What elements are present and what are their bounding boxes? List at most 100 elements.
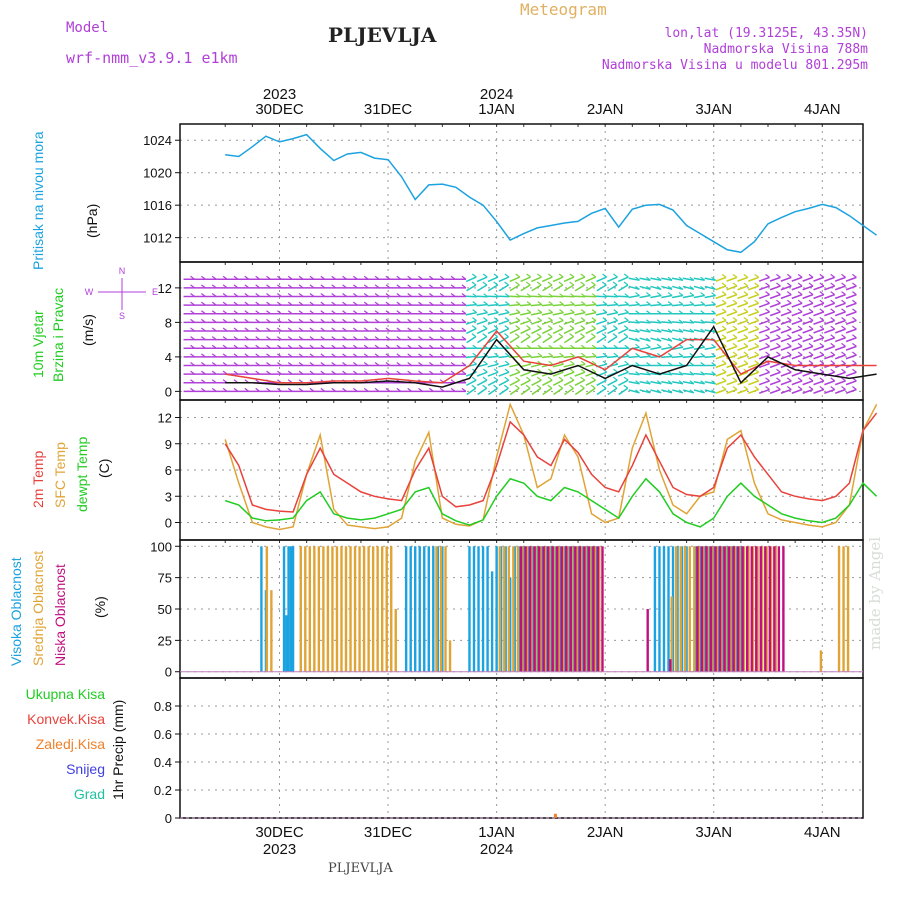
wind-barb [693, 355, 705, 359]
wind-barb-head [320, 301, 326, 306]
wind-barb-head [374, 275, 380, 280]
wind-barb-head [525, 384, 531, 389]
cloud-bar-srednja [842, 546, 845, 672]
wind-barb-head [201, 275, 206, 280]
cloud-bar-srednja [390, 546, 393, 672]
wind-barb-head [808, 360, 814, 365]
wind-barb [845, 285, 857, 291]
wind-barb-head [331, 327, 337, 332]
wind-barb-head [602, 325, 607, 330]
wind-barb-head [656, 319, 662, 324]
model-label: Model [66, 20, 109, 36]
cloud-bar-srednja [819, 650, 823, 672]
wind-barb-head [450, 379, 456, 384]
wind-barb [509, 284, 520, 292]
wind-barb-head [797, 273, 803, 278]
cloud-bar-visoka [585, 546, 589, 672]
cloud-bar-srednja [751, 546, 755, 672]
wind-barb [769, 285, 781, 291]
wind-barb [552, 319, 564, 325]
cloud-bar-visoka [536, 546, 539, 672]
wind-barb-head [819, 386, 825, 390]
cloud-bar-niska [700, 546, 704, 672]
wind-barb-head [439, 318, 445, 323]
wind-barb-head [244, 310, 250, 315]
wind-barb-head [580, 368, 586, 373]
cloud-bar-srednja [304, 546, 307, 672]
wind-barb-head [320, 387, 326, 392]
wind-barb-head [407, 362, 413, 366]
wind-barb [791, 302, 803, 308]
wind-barb-head [776, 299, 781, 304]
wind-barb-head [721, 273, 727, 278]
cloud-bar-niska [696, 546, 699, 672]
cloud-bar-visoka [441, 546, 444, 672]
wind-barb-head [266, 387, 271, 392]
top-day-0: 30DEC [255, 101, 304, 118]
wind-barb [509, 355, 521, 359]
cloud-bar-srednja [331, 546, 334, 672]
wind-barb-head [765, 342, 770, 347]
wind-barb-head [450, 370, 456, 375]
wind-barb-head [819, 282, 825, 287]
wind-barb-head [504, 376, 510, 381]
wind-barb-head [852, 351, 857, 356]
wind-barb-head [363, 275, 369, 280]
wind-barb [824, 293, 835, 300]
cloud-bar-niska [542, 546, 545, 672]
wind-barb-head [266, 284, 271, 289]
wind-barb-head [602, 301, 608, 306]
wind-barb-head [418, 370, 423, 375]
ytick-label-pressure: 1020 [143, 166, 172, 181]
wind-barb [596, 336, 607, 344]
wind-barb-head [320, 318, 326, 323]
wind-barb-head [536, 376, 542, 381]
wind-barb [769, 345, 781, 351]
wind-barb-head [667, 328, 673, 333]
cloud-bar-srednja [394, 609, 397, 672]
wind-barb [487, 363, 499, 368]
wind-barb-head [494, 344, 499, 349]
wind-barb [693, 285, 705, 291]
wind-barb [541, 319, 553, 325]
wind-barb-head [743, 351, 749, 356]
wind-barb-head [635, 389, 640, 394]
wind-barb-head [298, 318, 304, 323]
wind-barb-head [418, 284, 423, 289]
wind-barb [563, 327, 575, 335]
wind-barb-head [201, 362, 206, 366]
wind-barb-head [711, 380, 716, 385]
wind-barb-head [754, 334, 760, 339]
wind-barb-head [287, 310, 293, 315]
wind-barb-head [765, 291, 770, 296]
wind-barb-head [461, 370, 467, 375]
wind-barb-head [569, 368, 575, 373]
wind-barb [520, 363, 532, 368]
wind-barb-head [385, 284, 391, 289]
wind-barb [552, 303, 564, 307]
wind-barb [606, 319, 618, 325]
wind-barb-head [287, 318, 293, 323]
wind-barb-head [309, 275, 315, 280]
wind-barb-head [667, 352, 673, 357]
wind-barb-head [732, 342, 738, 347]
wind-barb-head [580, 309, 586, 314]
wind-barb-head [635, 301, 640, 306]
wind-barb-head [287, 336, 293, 341]
wind-barb-head [537, 301, 543, 306]
wind-barb-head [536, 281, 542, 286]
wind-barb-head [743, 282, 749, 287]
wind-barb [476, 276, 488, 283]
cloud-bar-srednja [561, 546, 565, 672]
wind-barb [715, 319, 727, 325]
wind-barb-head [396, 387, 402, 392]
wind-barb-head [504, 384, 509, 389]
lonlat-label: lon,lat (19.3125E, 43.35N) [664, 26, 869, 41]
cloud-bar-niska [560, 546, 563, 672]
wind-barb [563, 379, 575, 386]
wind-barb-head [233, 362, 239, 366]
wind-barb [748, 371, 759, 377]
wind-barb-head [298, 387, 304, 392]
wind-barb-head [493, 360, 499, 365]
wind-barb [617, 355, 629, 359]
